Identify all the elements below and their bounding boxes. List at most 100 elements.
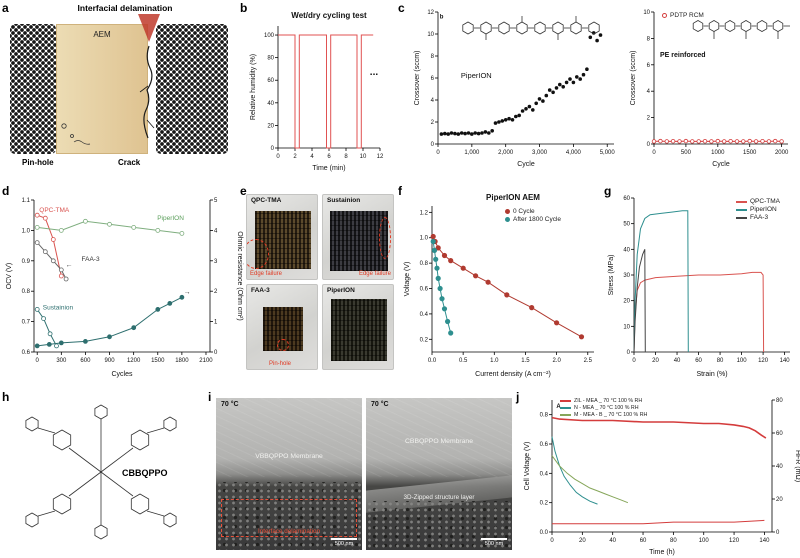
- svg-text:0.5: 0.5: [459, 358, 468, 364]
- crack-branch: [139, 85, 155, 129]
- svg-text:2: 2: [431, 120, 435, 126]
- panel-label-b: b: [240, 1, 248, 15]
- sem-surface-texture: [216, 398, 362, 478]
- line-marker-icon: [560, 414, 571, 416]
- line-marker-icon: [560, 407, 571, 409]
- svg-text:5,000: 5,000: [600, 150, 616, 156]
- svg-text:0: 0: [271, 146, 275, 152]
- svg-text:30: 30: [623, 273, 630, 279]
- legend-label: After 1800 Cycle: [513, 216, 562, 223]
- membrane-image: [331, 299, 387, 361]
- scale-bar-line-icon: [481, 538, 507, 540]
- svg-text:Time (min): Time (min): [312, 165, 345, 172]
- sem-surface-texture: [366, 398, 512, 478]
- j-legend: ZIL - MEA _ 70 °C 100 % RH N - MEA _ 70 …: [560, 398, 647, 418]
- svg-text:40: 40: [623, 247, 630, 253]
- svg-text:60: 60: [267, 78, 274, 84]
- svg-text:0.9: 0.9: [22, 259, 31, 265]
- svg-text:Sustainion: Sustainion: [43, 304, 74, 311]
- svg-text:Cycles: Cycles: [111, 371, 133, 378]
- svg-text:0: 0: [436, 150, 440, 156]
- legend-label: PiperION: [750, 206, 777, 213]
- svg-text:2.0: 2.0: [552, 358, 561, 364]
- svg-text:0: 0: [214, 350, 218, 356]
- svg-text:Ohmic resistance (Ohm cm²): Ohmic resistance (Ohm cm²): [236, 231, 243, 320]
- svg-text:0: 0: [632, 358, 636, 364]
- svg-text:Relative humidity (%): Relative humidity (%): [250, 54, 257, 120]
- svg-text:0: 0: [276, 154, 280, 160]
- svg-text:2.5: 2.5: [584, 358, 593, 364]
- svg-text:0.6: 0.6: [540, 442, 549, 448]
- pdtp-structure-icon: [692, 20, 790, 39]
- svg-text:0.8: 0.8: [540, 413, 549, 419]
- svg-text:12: 12: [377, 154, 384, 160]
- scale-bar-line-icon: [331, 538, 357, 540]
- svg-text:Current density (A cm⁻²): Current density (A cm⁻²): [475, 371, 551, 378]
- line-marker-icon: [560, 400, 571, 402]
- defect-overlay: [61, 14, 160, 145]
- svg-text:Cell Voltage (V): Cell Voltage (V): [524, 442, 531, 491]
- photo-label: FAA-3: [251, 287, 270, 294]
- svg-text:8: 8: [431, 54, 435, 60]
- ocv-durability-chart: 0 300 600 900 1200 1500 1800 2100 0.6 0.7 0.8 0.9 1.…: [6, 198, 243, 378]
- svg-text:Time (h): Time (h): [649, 549, 675, 556]
- legend-item-n-mea: N - MEA _ 70 °C 100 % RH: [560, 405, 647, 411]
- svg-text:Crossover (sccm): Crossover (sccm): [630, 51, 637, 106]
- svg-text:10: 10: [643, 10, 650, 16]
- svg-text:40: 40: [267, 101, 274, 107]
- stress-strain-chart: 0 20 40 60 80 100 120 140 0 10 20 30 40 50 60 Strain (%…: [608, 196, 790, 378]
- svg-text:4: 4: [431, 98, 435, 104]
- panel-label-j: j: [516, 390, 520, 404]
- svg-text:1800: 1800: [175, 358, 189, 364]
- svg-text:1: 1: [214, 320, 218, 326]
- sem-image-cbbqppo: 70 °C CBBQPPO Membrane 3D-Zipped structu…: [366, 398, 512, 550]
- svg-text:3,000: 3,000: [532, 150, 548, 156]
- legend-item-zil-mea: ZIL - MEA _ 70 °C 100 % RH: [560, 398, 647, 404]
- pin-hole-icon: [70, 134, 74, 138]
- svg-text:1000: 1000: [711, 150, 725, 156]
- aem-label: AEM: [93, 30, 111, 39]
- svg-text:100: 100: [737, 358, 748, 364]
- panel-label-a: a: [2, 1, 9, 15]
- svg-text:10: 10: [360, 154, 367, 160]
- svg-text:Cycle: Cycle: [517, 161, 535, 168]
- svg-text:0.2: 0.2: [540, 501, 549, 507]
- scale-bar: 500 nm: [481, 538, 507, 547]
- svg-text:5: 5: [214, 198, 218, 204]
- svg-text:0.4: 0.4: [540, 471, 549, 477]
- photo-label: QPC-TMA: [251, 197, 282, 204]
- circle-marker-icon: [505, 217, 510, 222]
- svg-text:1500: 1500: [151, 358, 165, 364]
- legend-item-m-mea-b: M - MEA - B _ 70 °C 100 % RH: [560, 412, 647, 418]
- svg-text:0: 0: [776, 530, 780, 536]
- legend-label: QPC-TMA: [750, 198, 780, 205]
- svg-text:1,000: 1,000: [464, 150, 480, 156]
- legend-item-qpc-tma: QPC-TMA: [736, 198, 780, 205]
- interface-delamination-label: Interface delamination: [258, 528, 320, 535]
- svg-text:2000: 2000: [775, 150, 789, 156]
- membrane-photo-sustainion: Sustainion Edge failure: [322, 194, 394, 280]
- cbbqppo-structure-icon: [25, 404, 177, 540]
- svg-text:QPC-TMA: QPC-TMA: [39, 207, 70, 214]
- open-circle-marker-icon: [662, 13, 667, 18]
- membrane-photo-faa-3: FAA-3 Pin-hole: [246, 284, 318, 370]
- durability-test-chart: 0 20 40 60 80 100 120 140 0.0 0.2 0.4 0.6 0.8 0 20 40 60…: [524, 398, 800, 556]
- svg-text:6: 6: [431, 76, 435, 82]
- temperature-label: 70 °C: [371, 401, 389, 408]
- svg-text:0.8: 0.8: [22, 289, 31, 295]
- svg-text:0.0: 0.0: [540, 530, 549, 536]
- svg-text:60: 60: [776, 431, 783, 437]
- svg-text:20: 20: [267, 123, 274, 129]
- svg-text:600: 600: [80, 358, 91, 364]
- svg-text:PiperION: PiperION: [461, 71, 492, 80]
- svg-text:4: 4: [214, 228, 218, 234]
- svg-text:120: 120: [729, 538, 740, 544]
- svg-text:40: 40: [776, 464, 783, 470]
- svg-text:OCV (V): OCV (V): [6, 263, 13, 289]
- edge-failure-label: Edge failure: [250, 271, 283, 277]
- svg-text:Strain (%): Strain (%): [696, 371, 727, 378]
- sem-porous-texture: [366, 501, 512, 550]
- svg-text:A: A: [556, 404, 561, 410]
- edge-failure-oval-icon: [379, 217, 391, 259]
- scale-bar: 500 nm: [331, 538, 357, 547]
